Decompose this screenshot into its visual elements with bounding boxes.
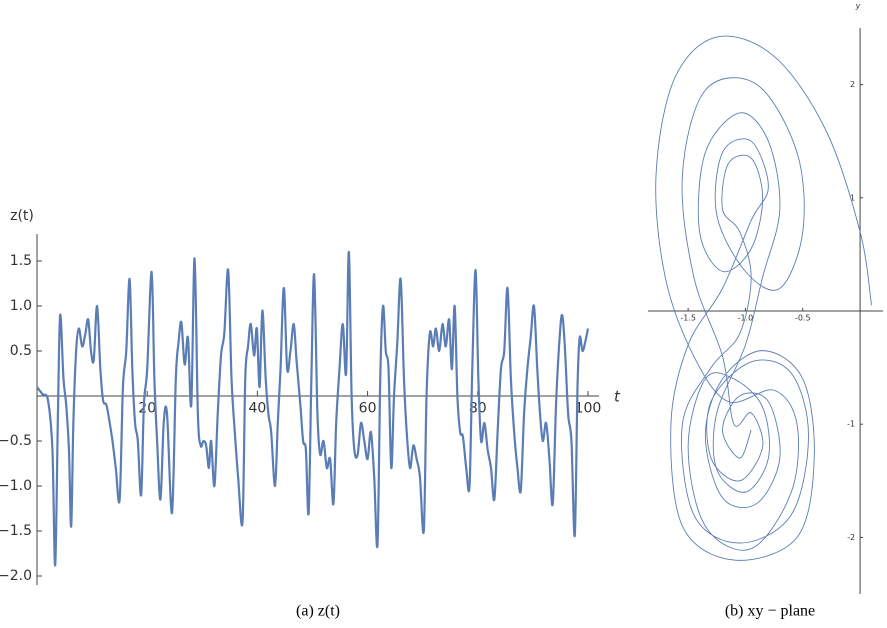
x-tick-label: 100	[575, 401, 602, 417]
x-tick-label: -0.5	[795, 314, 811, 323]
y-tick-label: 0.5	[10, 343, 32, 359]
data-line	[655, 35, 872, 561]
x-tick-label: 20	[138, 401, 156, 417]
x-axis-label: t	[614, 388, 621, 406]
y-tick-label: 1.5	[10, 253, 32, 269]
x-tick-label: 60	[359, 401, 377, 417]
y-tick-label: -2	[847, 533, 855, 542]
y-tick-label: 1.0	[10, 298, 32, 314]
y-tick-label: -1	[847, 420, 855, 429]
x-tick-label: 40	[248, 401, 266, 417]
y-tick-label: −0.5	[0, 433, 32, 449]
y-tick-label: −1.5	[0, 523, 32, 539]
caption: (a) z(t)	[296, 603, 340, 620]
y-tick-label: −2.0	[0, 568, 32, 584]
caption: (b) xy − plane	[725, 603, 815, 620]
y-axis-label: y	[855, 2, 861, 11]
y-axis-label: z(t)	[10, 208, 34, 224]
x-tick-label: 80	[469, 401, 487, 417]
y-tick-label: −1.0	[0, 478, 32, 494]
x-tick-label: -1.5	[680, 314, 696, 323]
data-line	[36, 250, 590, 567]
y-tick-label: 1	[850, 193, 855, 202]
y-tick-label: 2	[850, 80, 855, 89]
